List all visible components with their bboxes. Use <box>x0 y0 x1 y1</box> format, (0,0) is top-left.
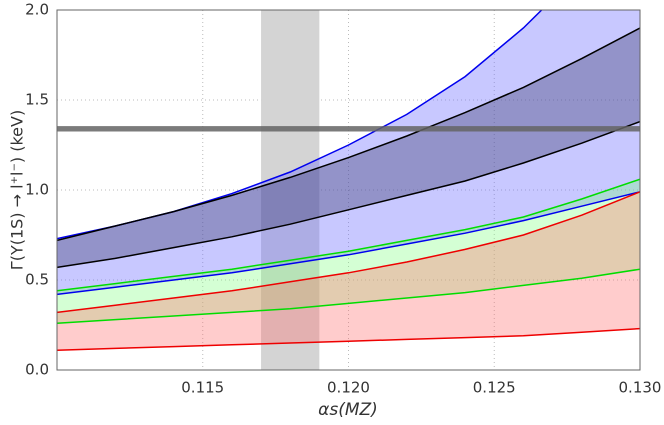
band-area <box>57 28 640 268</box>
x-tick-label: 0.130 <box>619 379 662 397</box>
band-line <box>57 327 640 351</box>
band-line <box>57 178 640 292</box>
x-tick-label: 0.115 <box>181 379 224 397</box>
y-tick-label: 1.5 <box>25 91 49 109</box>
band-line <box>57 191 640 314</box>
band-line <box>57 191 640 296</box>
x-axis-label: αs(MZ) <box>318 400 378 420</box>
y-band <box>57 126 640 132</box>
band-line <box>57 268 640 324</box>
y-tick-label: 1.0 <box>25 181 49 199</box>
y-tick-label: 2.0 <box>25 1 49 19</box>
x-tick-label: 0.120 <box>327 379 370 397</box>
y-tick-label: 0.0 <box>25 361 49 379</box>
y-axis-label: Γ(Υ(1S) → l⁺l⁻) (keV) <box>8 110 27 270</box>
band-line <box>57 120 640 269</box>
plot-frame <box>56 9 641 371</box>
band-line <box>57 27 640 242</box>
x-tick-label: 0.125 <box>473 379 516 397</box>
band-area <box>57 191 640 351</box>
y-tick-label: 0.5 <box>25 271 49 289</box>
